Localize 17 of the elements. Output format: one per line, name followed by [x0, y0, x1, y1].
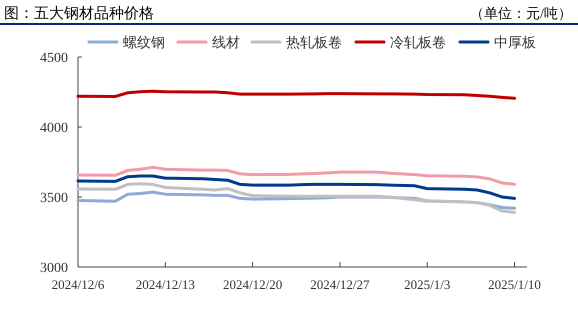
- legend-label: 冷轧板卷: [390, 35, 446, 51]
- legend-label: 线材: [212, 35, 240, 51]
- y-tick-label: 4000: [40, 121, 68, 136]
- x-tick-label: 2024/12/27: [310, 277, 370, 292]
- legend-label: 中厚板: [494, 35, 536, 51]
- x-tick-label: 2025/1/10: [488, 277, 541, 292]
- legend-label: 热轧板卷: [286, 35, 342, 51]
- chart-subtitle: （单位：元/吨）: [470, 6, 572, 22]
- x-tick-label: 2025/1/3: [404, 277, 450, 292]
- x-tick-label: 2024/12/13: [136, 277, 195, 292]
- chart-title: 图：五大钢材品种价格: [4, 5, 154, 22]
- x-tick-label: 2024/12/20: [222, 277, 282, 292]
- y-tick-label: 3000: [40, 261, 68, 276]
- legend-label: 螺纹钢: [123, 35, 165, 51]
- y-tick-label: 4500: [40, 51, 68, 66]
- x-tick-label: 2024/12/6: [52, 277, 105, 292]
- y-tick-label: 3500: [40, 191, 68, 206]
